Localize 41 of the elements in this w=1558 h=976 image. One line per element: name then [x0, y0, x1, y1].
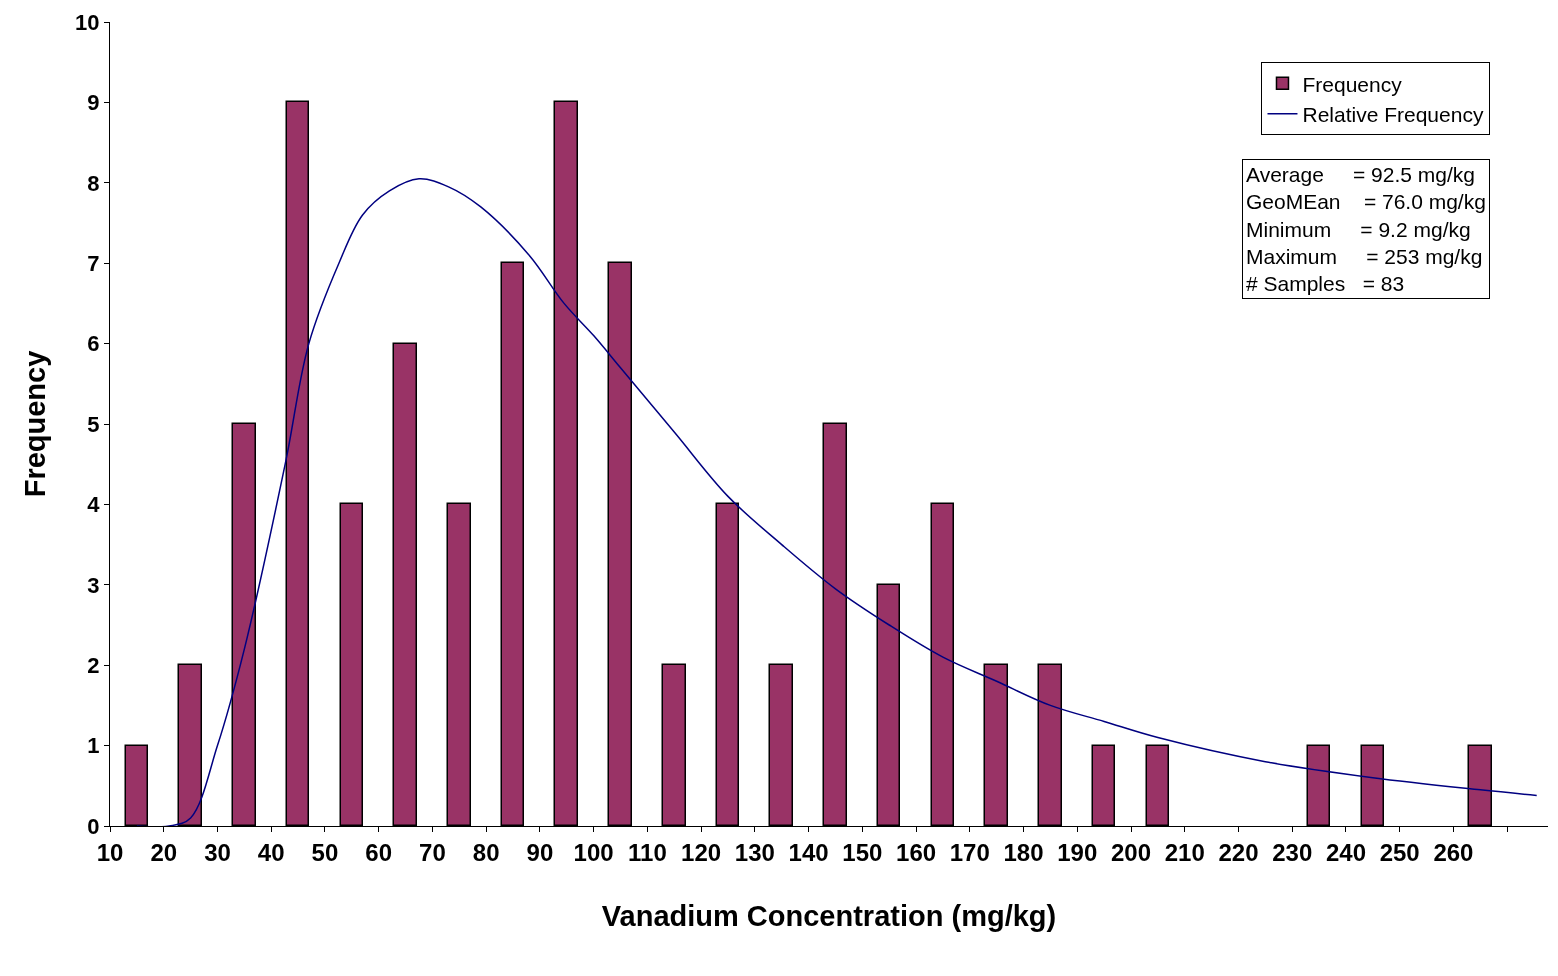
x-tick-label: 170 [949, 838, 990, 866]
y-tick-label: 5 [87, 411, 100, 437]
x-tick-label: 190 [1057, 838, 1098, 866]
x-tick-label: 130 [734, 838, 775, 866]
y-axis-title: Frequency [19, 350, 52, 498]
x-tick-label: 100 [573, 838, 614, 866]
x-tick-label: 60 [365, 838, 393, 866]
x-tick-label: 240 [1325, 838, 1366, 866]
y-tick-label: 10 [75, 9, 100, 35]
x-tick-label: 80 [472, 838, 500, 866]
legend-label: Relative Frequency [1302, 102, 1484, 126]
y-tick-label: 2 [87, 652, 100, 678]
y-tick-label: 0 [87, 813, 100, 839]
x-tick-label: 40 [257, 838, 285, 866]
x-tick-label: 250 [1379, 838, 1420, 866]
x-tick-label: 210 [1164, 838, 1205, 866]
x-tick-label: 180 [1003, 838, 1044, 866]
y-tick-label: 7 [87, 250, 100, 276]
y-tick-label: 4 [87, 492, 101, 518]
x-tick-label: 90 [526, 838, 554, 866]
y-tick-label: 9 [87, 90, 100, 116]
legend-label: Frequency [1302, 72, 1403, 96]
x-tick-label: 260 [1433, 838, 1474, 866]
x-tick-label: 200 [1110, 838, 1152, 866]
x-tick-label: 220 [1218, 838, 1259, 866]
x-tick-label: 120 [681, 838, 722, 866]
y-tick-label: 1 [87, 733, 100, 759]
x-tick-label: 230 [1272, 838, 1313, 866]
annotation: Average = 92.5 mg/kg GeoMEan = 76.0 mg/kg Minimum = 9.2 mg/kg Maximum = 253 mg/kg # Samples = 83 [1246, 163, 1486, 296]
x-tick-label: 110 [628, 838, 667, 866]
x-axis-title: Vanadium Concentration (mg/kg) [601, 899, 1057, 932]
x-tick-label: 70 [419, 838, 446, 866]
x-tick-label: 140 [788, 838, 829, 866]
x-tick-label: 50 [311, 838, 339, 866]
y-tick-label: 6 [87, 331, 100, 357]
x-tick-label: 30 [204, 838, 231, 866]
x-tick-label: 160 [896, 838, 937, 866]
y-tick-label: 3 [87, 572, 100, 598]
x-tick-label: 20 [150, 838, 178, 866]
x-tick-label: 150 [842, 838, 883, 866]
y-tick-label: 8 [87, 170, 100, 196]
